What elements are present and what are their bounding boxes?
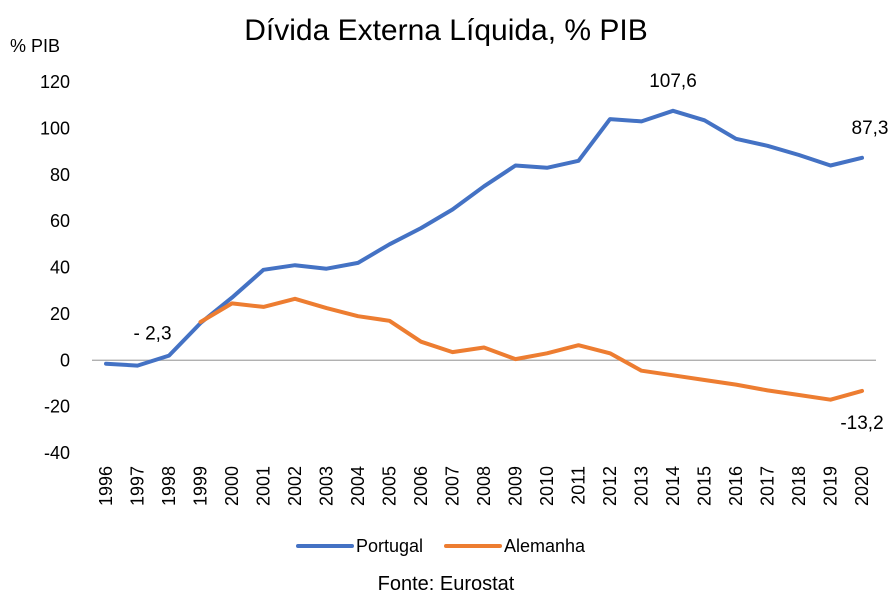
x-tick-label: 2003 (317, 466, 337, 506)
x-tick-label: 1997 (128, 466, 148, 506)
x-tick-label: 2016 (726, 466, 746, 506)
y-tick-label: 0 (60, 350, 70, 370)
chart-title: Dívida Externa Líquida, % PIB (244, 14, 648, 47)
data-label: -13,2 (840, 413, 883, 434)
x-tick-label: 1999 (191, 466, 211, 506)
x-tick-label: 2001 (254, 466, 274, 506)
x-tick-label: 2018 (789, 466, 809, 506)
y-tick-label: 120 (40, 72, 70, 92)
series-line-alemanha (198, 296, 864, 402)
x-tick-label: 1998 (159, 466, 179, 506)
data-label: 87,3 (852, 118, 889, 139)
data-label: 107,6 (649, 71, 697, 92)
data-label: - 2,3 (134, 324, 172, 345)
x-tick-label: 2017 (758, 466, 778, 506)
y-tick-label: 20 (50, 304, 70, 324)
x-tick-label: 2008 (474, 466, 494, 506)
x-tick-label: 2010 (537, 466, 557, 506)
x-tick-label: 2005 (380, 466, 400, 506)
x-tick-label: 2009 (506, 466, 526, 506)
y-axis-unit-label: % PIB (10, 36, 61, 56)
y-tick-label: -40 (44, 443, 70, 463)
x-tick-label: 2011 (569, 466, 589, 505)
x-tick-label: 2012 (600, 466, 620, 506)
x-tick-label: 2007 (443, 466, 463, 506)
x-tick-label: 2013 (632, 466, 652, 506)
y-tick-label: 80 (50, 165, 70, 185)
source-note: Fonte: Eurostat (377, 573, 515, 595)
x-tick-label: 2002 (285, 466, 305, 506)
x-tick-label: 1996 (96, 466, 116, 506)
x-tick-label: 2004 (348, 466, 368, 506)
x-tick-label: 2000 (222, 466, 242, 506)
x-tick-label: 2015 (695, 466, 715, 506)
y-tick-label: 40 (50, 258, 70, 278)
x-tick-label: 2014 (663, 466, 683, 506)
x-tick-label: 2019 (821, 466, 841, 506)
y-tick-label: -20 (44, 397, 70, 417)
legend-label-alemanha: Alemanha (504, 536, 586, 556)
x-tick-label: 2020 (852, 466, 872, 506)
series-line-portugal (104, 108, 864, 368)
y-tick-label: 100 (40, 118, 70, 138)
y-tick-label: 60 (50, 211, 70, 231)
x-tick-label: 2006 (411, 466, 431, 506)
legend-label-portugal: Portugal (356, 536, 423, 556)
